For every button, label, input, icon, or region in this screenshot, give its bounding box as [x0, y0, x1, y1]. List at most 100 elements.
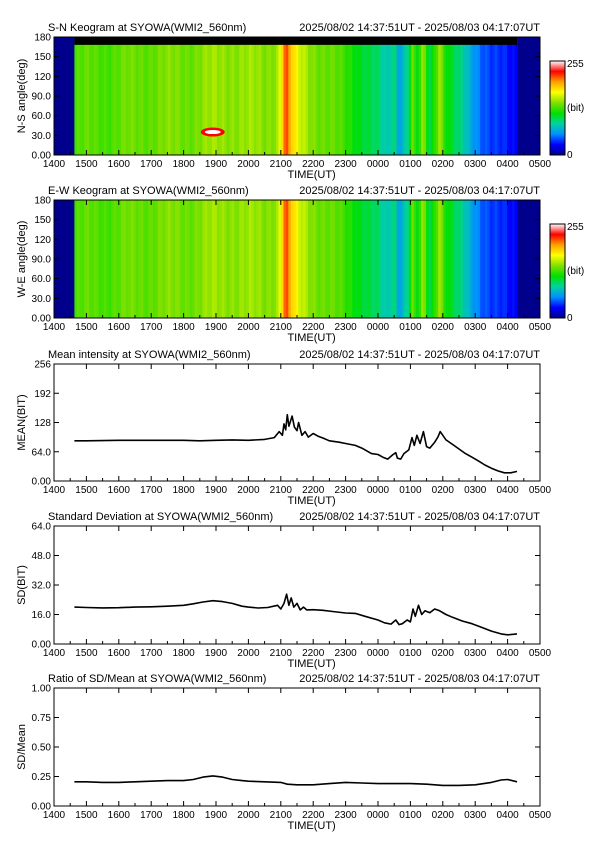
keogram-column: [150, 200, 154, 318]
keogram-column: [408, 37, 412, 155]
keogram-column: [99, 200, 103, 318]
keogram-column: [236, 200, 240, 318]
keogram-column: [175, 37, 179, 155]
x-tick-label: 1600: [108, 485, 131, 496]
keogram-column: [167, 37, 171, 155]
keogram-column: [217, 200, 221, 318]
keogram-column: [403, 200, 407, 318]
keogram-column: [457, 200, 462, 318]
keogram-column: [192, 37, 196, 155]
keogram-column: [111, 37, 115, 155]
keogram-column: [288, 37, 292, 155]
x-tick-label: 1400: [43, 648, 66, 659]
time-range: 2025/08/02 14:37:51UT - 2025/08/03 04:17…: [299, 511, 540, 523]
keogram-column: [202, 37, 206, 155]
x-tick-label: 2100: [270, 159, 293, 170]
x-tick-label: 1700: [140, 159, 163, 170]
x-tick-label: 2300: [334, 485, 357, 496]
x-axis-label: TIME(UT): [287, 820, 335, 832]
keogram-column: [374, 200, 378, 318]
keogram-column: [261, 37, 265, 155]
keogram-column: [126, 37, 130, 155]
keogram-column: [317, 37, 321, 155]
keogram-column: [485, 37, 489, 155]
x-tick-label: 1400: [43, 810, 66, 821]
x-tick-label: 0500: [529, 810, 552, 821]
keogram-column: [128, 200, 132, 318]
keogram-column: [339, 37, 344, 155]
keogram-column: [327, 37, 331, 155]
x-tick-label: 2100: [270, 322, 293, 333]
keogram-column: [103, 200, 107, 318]
keogram-column: [423, 200, 427, 318]
keogram-column: [376, 37, 380, 155]
keogram-column: [138, 200, 142, 318]
x-tick-label: 0300: [464, 810, 487, 821]
panel-title: S-N Keogram at SYOWA(WMI2_560nm): [48, 22, 246, 34]
keogram-column: [396, 37, 400, 155]
keogram-column: [145, 37, 149, 155]
keogram-column: [280, 37, 285, 155]
keogram-column: [219, 37, 223, 155]
keogram-column: [492, 37, 496, 155]
keogram-column: [512, 37, 516, 155]
x-tick-label: 2200: [302, 322, 325, 333]
keogram-column: [443, 200, 447, 318]
panel-title: Standard Deviation at SYOWA(WMI2_560nm): [48, 511, 273, 523]
keogram-column: [258, 200, 262, 318]
keogram-column: [94, 37, 98, 155]
x-tick-label: 1800: [172, 322, 195, 333]
keogram-column: [239, 200, 243, 318]
x-tick-label: 2000: [237, 810, 260, 821]
panel-2: E-W Keogram at SYOWA(WMI2_560nm) 2025/08/…: [16, 185, 584, 344]
x-tick-label: 0100: [399, 648, 422, 659]
keogram-column: [428, 37, 432, 155]
keogram-column: [241, 37, 245, 155]
keogram-column: [96, 200, 100, 318]
keogram-column: [153, 37, 157, 155]
keogram-column: [445, 200, 449, 318]
keogram-column: [421, 200, 425, 318]
keogram-column: [504, 200, 508, 318]
keogram-column: [89, 200, 93, 318]
keogram-column: [455, 200, 459, 318]
keogram-column: [339, 200, 344, 318]
plot-frame: [53, 687, 541, 807]
y-tick-label: 0.75: [32, 713, 52, 724]
keogram-column: [280, 200, 285, 318]
keogram-column: [352, 37, 356, 155]
y-tick-label: 30.0: [32, 294, 52, 305]
keogram-column: [347, 200, 351, 318]
keogram-column: [229, 200, 233, 318]
keogram-column: [475, 200, 479, 318]
keogram-column: [285, 37, 289, 155]
keogram-column: [430, 37, 434, 155]
keogram-column: [261, 200, 265, 318]
keogram-column: [482, 37, 486, 155]
y-tick-label: 90.0: [32, 92, 52, 103]
keogram-column: [499, 37, 503, 155]
keogram-column: [138, 37, 142, 155]
x-axis-label: TIME(UT): [287, 495, 335, 507]
keogram-column: [189, 200, 194, 318]
x-tick-label: 0400: [496, 322, 519, 333]
plot-frame: [53, 363, 541, 482]
keogram-column: [315, 200, 319, 318]
x-tick-label: 2300: [334, 159, 357, 170]
keogram-column: [352, 200, 356, 318]
keogram-column: [194, 37, 198, 155]
keogram-column: [74, 200, 78, 318]
colorbar-scale: [549, 223, 566, 319]
x-tick-label: 1400: [43, 159, 66, 170]
keogram-column: [177, 37, 181, 155]
y-tick-label: 120: [34, 235, 51, 246]
x-tick-label: 2200: [302, 159, 325, 170]
plot-frame: [53, 525, 541, 645]
y-tick-label: 0.00: [32, 151, 52, 162]
x-tick-label: 1700: [140, 810, 163, 821]
keogram-column: [426, 37, 430, 155]
y-tick-label: 1.00: [32, 684, 52, 695]
keogram-column: [344, 37, 348, 155]
keogram-column: [199, 37, 203, 155]
keogram-column: [273, 200, 277, 318]
